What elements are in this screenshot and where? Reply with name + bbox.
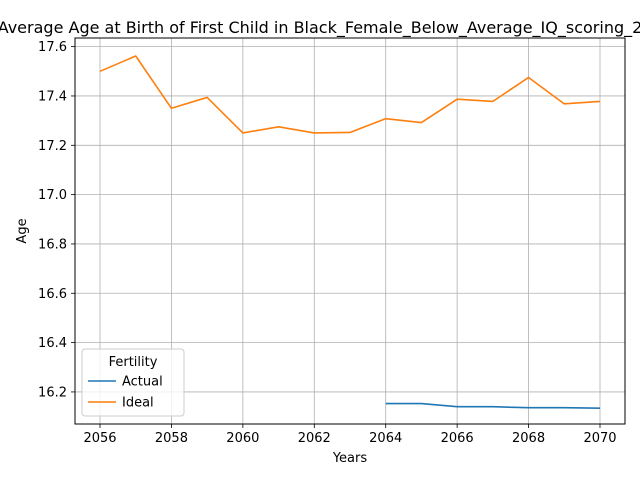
y-tick-label: 16.6 [38, 287, 67, 302]
x-axis-title: Years [332, 451, 368, 466]
x-tick-label: 2056 [83, 431, 116, 446]
legend: Fertility Actual Ideal [81, 348, 185, 417]
y-axis-title: Age [15, 218, 30, 243]
y-tick-label: 16.8 [38, 237, 67, 252]
y-tick-label: 17.2 [38, 139, 67, 154]
chart-title: Average Age at Birth of First Child in B… [0, 18, 640, 38]
y-tick-label: 17.0 [38, 188, 67, 203]
x-tick-label: 2062 [298, 431, 331, 446]
x-tick-label: 2066 [441, 431, 474, 446]
grid [75, 38, 625, 424]
x-tick-label: 2058 [155, 431, 188, 446]
legend-title: Fertility [109, 355, 158, 370]
y-tick-label: 17.4 [38, 89, 67, 104]
x-tick-label: 2060 [226, 431, 259, 446]
series-line-actual [385, 402, 601, 410]
y-tick-label: 17.6 [38, 40, 67, 55]
x-tick-label: 2070 [583, 431, 616, 446]
series-line-ideal [99, 55, 601, 134]
legend-box [81, 348, 185, 417]
legend-label-actual: Actual [122, 375, 163, 390]
x-tick-label: 2064 [369, 431, 402, 446]
axis-ticks: 2056 2058 2060 2062 2064 2066 2068 2070 16.2 16.4… [38, 40, 617, 446]
legend-entries: Actual Ideal [88, 375, 163, 411]
series-lines [99, 55, 601, 410]
legend-label-ideal: Ideal [122, 396, 154, 411]
y-tick-label: 16.4 [38, 336, 67, 351]
x-tick-label: 2068 [512, 431, 545, 446]
y-tick-label: 16.2 [38, 385, 67, 400]
plot-frame [74, 37, 626, 425]
